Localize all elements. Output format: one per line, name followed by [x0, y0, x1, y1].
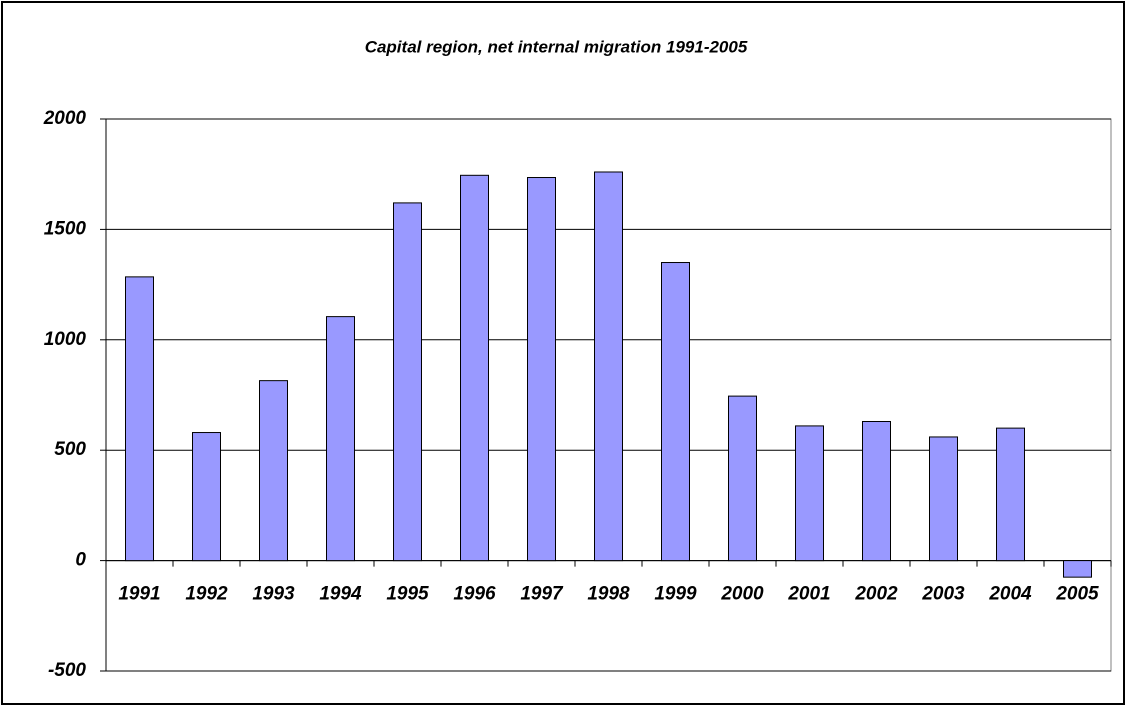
bar	[460, 174, 489, 562]
x-tick-label: 2002	[854, 584, 898, 605]
bar	[996, 427, 1025, 562]
bar	[125, 276, 154, 562]
x-tick-label: 2003	[921, 584, 965, 605]
bar	[326, 316, 355, 562]
x-tick-label: 1992	[185, 584, 228, 605]
bar	[192, 432, 221, 562]
x-tick-label: 2000	[720, 584, 764, 605]
y-tick-label: -500	[48, 660, 86, 681]
bar	[393, 202, 422, 562]
bar	[929, 436, 958, 562]
x-tick-label: 1991	[118, 584, 160, 605]
x-tick-label: 1997	[520, 584, 564, 605]
y-tick-label: 1000	[44, 329, 87, 350]
x-tick-label: 1995	[386, 584, 429, 605]
y-tick-label: 1500	[44, 218, 87, 239]
bar	[594, 171, 623, 562]
bar	[527, 177, 556, 562]
x-tick-label: 2005	[1055, 584, 1099, 605]
y-tick-label: 0	[75, 550, 86, 571]
bar	[795, 425, 824, 562]
x-tick-label: 1994	[319, 584, 362, 605]
x-tick-label: 1998	[587, 584, 630, 605]
bar	[862, 420, 891, 562]
x-tick-label: 2001	[787, 584, 830, 605]
x-tick-label: 2004	[988, 584, 1032, 605]
bar	[661, 262, 690, 562]
x-tick-label: 1993	[252, 584, 295, 605]
y-tick-label: 500	[54, 439, 86, 460]
x-tick-label: 1999	[654, 584, 697, 605]
bar	[728, 395, 757, 562]
y-tick-label: 2000	[43, 108, 87, 129]
bar	[1063, 560, 1092, 578]
chart-title: Capital region, net internal migration 1…	[365, 37, 748, 56]
bar	[259, 380, 288, 562]
x-tick-label: 1996	[453, 584, 496, 605]
